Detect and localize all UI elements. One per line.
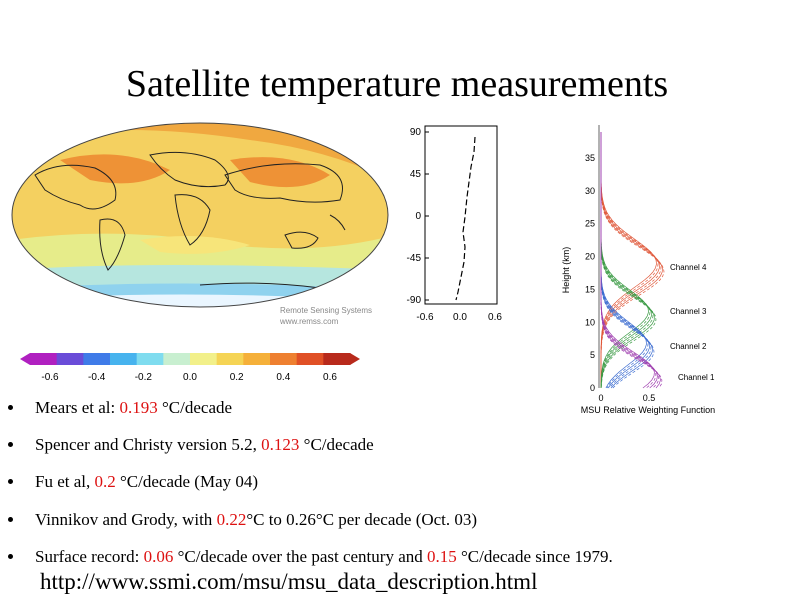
lat-trend-line	[455, 136, 476, 301]
weighting-curve	[600, 132, 655, 389]
channel-label: Channel 4	[670, 263, 707, 272]
trend-value: 0.193	[119, 398, 158, 417]
colorbar-swatch	[296, 353, 324, 365]
findings-text: Spencer and Christy version 5.2,	[35, 435, 262, 455]
weight-y-tick-label: 30	[585, 186, 595, 196]
global-trend-map	[11, 122, 389, 308]
weighting-curve	[600, 132, 657, 389]
colorbar-swatch	[30, 353, 58, 365]
colorbar-arrow-left	[20, 353, 30, 365]
bullet-dot-icon	[8, 516, 13, 522]
colorbar-arrow-right	[350, 353, 360, 365]
findings-text: °C/decade	[157, 398, 233, 417]
lat-y-tick-label: 45	[410, 169, 422, 180]
colorbar-swatch	[270, 353, 298, 365]
colorbar-tick-label: 0.2	[230, 372, 244, 383]
lat-x-tick-label: 0.6	[488, 312, 502, 323]
weight-x-tick-label: 0.5	[643, 393, 656, 403]
map-credit-line1: Remote Sensing Systems	[280, 306, 373, 315]
findings-item: Surface record: 0.06 °C/decade over the …	[8, 545, 613, 582]
findings-text: Mears et al:	[35, 398, 120, 417]
findings-text: °C/decade over the past century and	[173, 546, 427, 566]
colorbar-tick-label: -0.2	[135, 372, 153, 383]
weight-x-label: MSU Relative Weighting Function	[581, 405, 715, 415]
weighting-curve	[600, 132, 651, 389]
findings-item: Mears et al: 0.193 °C/decade	[8, 396, 613, 433]
colorbar-swatch	[83, 353, 111, 365]
bullet-dot-icon	[8, 553, 13, 559]
weighting-curve	[600, 132, 657, 388]
weight-y-tick-label: 15	[585, 284, 595, 294]
findings-text: °C/decade since 1979.	[456, 546, 613, 566]
colorbar-swatch	[163, 353, 191, 365]
weight-x-tick-label: 0	[598, 393, 603, 403]
weight-y-tick-label: 10	[585, 317, 595, 327]
findings-text: °C to 0.26°C per decade (Oct. 03)	[246, 509, 478, 529]
map-credit-line2: www.remss.com	[280, 317, 339, 326]
colorbar-swatch	[216, 353, 244, 365]
trend-value: 0.2	[94, 472, 116, 492]
findings-item: Fu et al, 0.2 °C/decade (May 04)	[8, 470, 613, 507]
weighting-curve	[600, 132, 663, 389]
findings-text: Fu et al,	[35, 472, 95, 492]
channel-label: Channel 2	[670, 342, 707, 351]
channel-label: Channel 1	[678, 373, 715, 382]
findings-item: Vinnikov and Grody, with 0.22°C to 0.26°…	[8, 508, 613, 545]
weighting-function-plot: Height (km) 35 30 25 20 15 10 5 0 0 0.5 Channel …	[561, 125, 715, 415]
colorbar-tick-label: -0.6	[41, 372, 59, 383]
weighting-curve	[600, 132, 647, 389]
lat-y-tick-label: -45	[407, 253, 422, 264]
findings-text: Surface record:	[35, 546, 144, 566]
bullet-dot-icon	[8, 479, 13, 485]
colorbar-tick-label: -0.4	[88, 372, 106, 383]
channel-label: Channel 3	[670, 307, 707, 316]
findings-text: °C/decade (May 04)	[115, 472, 259, 492]
colorbar-tick-label: 0.4	[276, 372, 290, 383]
map-credit: Remote Sensing Systems www.remss.com	[280, 305, 372, 327]
colorbar-swatch	[323, 353, 351, 365]
bullet-dot-icon	[8, 442, 13, 448]
map-colorbar: -0.6 -0.4 -0.2 0.0 0.2 0.4 0.6	[20, 353, 360, 383]
lat-y-tick-label: -90	[407, 295, 422, 306]
findings-list: Mears et al: 0.193 °C/decade Spencer and …	[8, 396, 613, 582]
bullet-dot-icon	[8, 405, 13, 410]
findings-text: Vinnikov and Grody, with	[35, 509, 217, 529]
colorbar-swatch	[56, 353, 84, 365]
weighting-curve	[600, 132, 657, 389]
colorbar-swatch	[110, 353, 138, 365]
weight-y-tick-label: 35	[585, 153, 595, 163]
colorbar-swatch	[136, 353, 164, 365]
colorbar-tick-label: 0.0	[183, 372, 197, 383]
findings-item: Spencer and Christy version 5.2, 0.123 °…	[8, 433, 613, 470]
colorbar-swatch	[190, 353, 218, 365]
lat-y-tick-label: 90	[410, 127, 422, 138]
slide-title: Satellite temperature measurements	[125, 63, 669, 105]
trend-value: 0.06	[143, 546, 174, 566]
weight-y-tick-label: 5	[590, 350, 595, 360]
lat-x-tick-label: -0.6	[416, 312, 434, 323]
weight-y-tick-label: 0	[590, 383, 595, 393]
lat-plot-frame	[424, 125, 498, 305]
lat-y-tick-label: 0	[415, 211, 421, 222]
weight-y-label: Height (km)	[561, 247, 571, 294]
trend-value: 0.123	[261, 435, 300, 455]
trend-value: 0.22	[216, 509, 247, 529]
colorbar-tick-label: 0.6	[323, 372, 337, 383]
lat-x-tick-label: 0.0	[453, 312, 467, 323]
source-url[interactable]: http://www.ssmi.com/msu/msu_data_descrip…	[40, 569, 538, 594]
weight-y-tick-label: 25	[585, 219, 595, 229]
weight-y-tick-label: 20	[585, 252, 595, 262]
latitude-trend-plot: 90 45 0 -45 -90 -0.6 0.0 0.6	[407, 125, 502, 323]
colorbar-swatch	[243, 353, 271, 365]
trend-value: 0.15	[426, 546, 457, 566]
findings-text: °C/decade	[299, 435, 374, 455]
